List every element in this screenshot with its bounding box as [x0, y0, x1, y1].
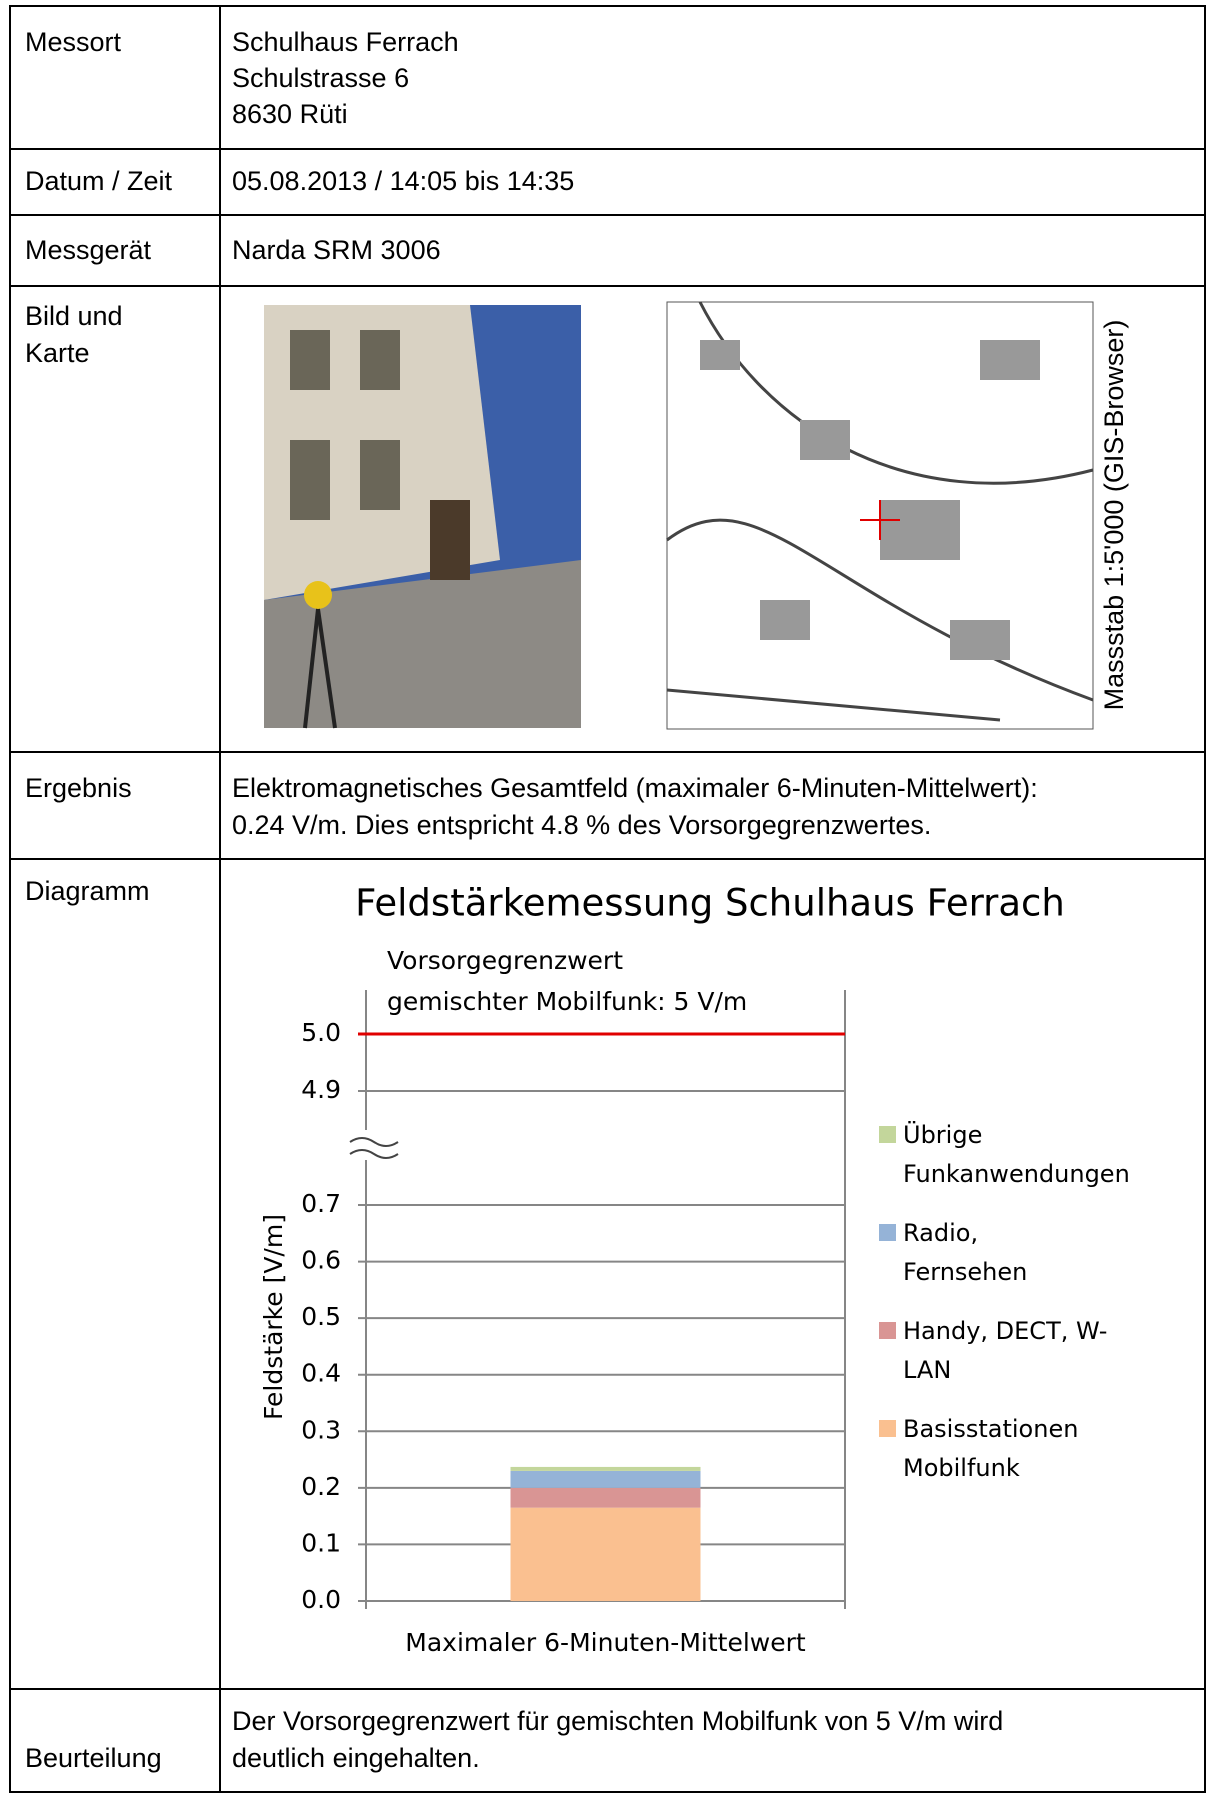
y-tick-label: 0.2 — [301, 1472, 341, 1501]
row-text: deutlich eingehalten. — [232, 1743, 480, 1773]
row-label: Datum / Zeit — [25, 166, 173, 196]
map — [667, 302, 1093, 729]
row-label: Diagramm — [25, 876, 150, 906]
row-text: Narda SRM 3006 — [232, 235, 441, 265]
row-text: Schulhaus Ferrach — [232, 27, 459, 57]
row-label: Messort — [25, 27, 122, 57]
y-tick-label: 0.6 — [301, 1246, 341, 1275]
y-tick-label: 0.1 — [301, 1528, 341, 1557]
legend-label: Übrige Funkanwendungen — [903, 1116, 1108, 1194]
chart-title: Feldstärkemessung Schulhaus Ferrach — [355, 882, 1065, 925]
legend-swatch — [879, 1224, 896, 1241]
y-axis-title: Feldstärke [V/m] — [259, 1214, 288, 1420]
limit-label: Vorsorgegrenzwert — [387, 946, 623, 975]
legend-swatch — [879, 1126, 896, 1143]
row-label: Messgerät — [25, 235, 152, 265]
y-tick-label: 0.0 — [301, 1585, 341, 1614]
limit-label: gemischter Mobilfunk: 5 V/m — [387, 987, 747, 1016]
row-label: Bild und — [25, 301, 123, 331]
legend-label: Radio, Fernsehen — [903, 1214, 1108, 1292]
legend-swatch — [879, 1322, 896, 1339]
legend-box: Radio, Fernsehen — [903, 1214, 1163, 1304]
map-caption: Massstab 1:5'000 (GIS-Browser) — [1099, 320, 1129, 711]
y-tick-label: 4.9 — [301, 1075, 341, 1104]
bar-segment — [511, 1467, 701, 1471]
y-tick-label: 0.4 — [301, 1359, 341, 1388]
legend-label: Basisstationen Mobilfunk — [903, 1410, 1108, 1488]
row-label: Beurteilung — [25, 1743, 162, 1773]
axis-break — [350, 1138, 398, 1158]
bar-segment — [511, 1508, 701, 1601]
legend-swatch — [879, 1420, 896, 1437]
row-label: Ergebnis — [25, 773, 132, 803]
y-tick-label: 0.5 — [301, 1302, 341, 1331]
row-label: Karte — [25, 338, 90, 368]
legend-box: Übrige Funkanwendungen — [903, 1116, 1163, 1206]
row-text: 0.24 V/m. Dies entspricht 4.8 % des Vors… — [232, 810, 931, 840]
row-text: Der Vorsorgegrenzwert für gemischten Mob… — [232, 1706, 1003, 1736]
x-tick-label: Maximaler 6-Minuten-Mittelwert — [405, 1628, 806, 1657]
legend-box: Handy, DECT, W-LAN — [903, 1312, 1163, 1402]
bar-segment — [511, 1488, 701, 1508]
y-tick-label: 0.3 — [301, 1415, 341, 1444]
legend-box: Basisstationen Mobilfunk — [903, 1410, 1163, 1500]
page: Massstab 1:5'000 (GIS-Browser) Messort Sc… — [0, 0, 1214, 1807]
y-tick-label: 0.7 — [301, 1189, 341, 1218]
row-text: Schulstrasse 6 — [232, 63, 409, 93]
photo — [264, 305, 581, 728]
row-text: 8630 Rüti — [232, 99, 348, 129]
y-tick-label: 5.0 — [301, 1018, 341, 1047]
row-text: 05.08.2013 / 14:05 bis 14:35 — [232, 166, 574, 196]
row-text: Elektromagnetisches Gesamtfeld (maximale… — [232, 773, 1038, 803]
legend-label: Handy, DECT, W-LAN — [903, 1312, 1108, 1390]
bar-segment — [511, 1471, 701, 1488]
